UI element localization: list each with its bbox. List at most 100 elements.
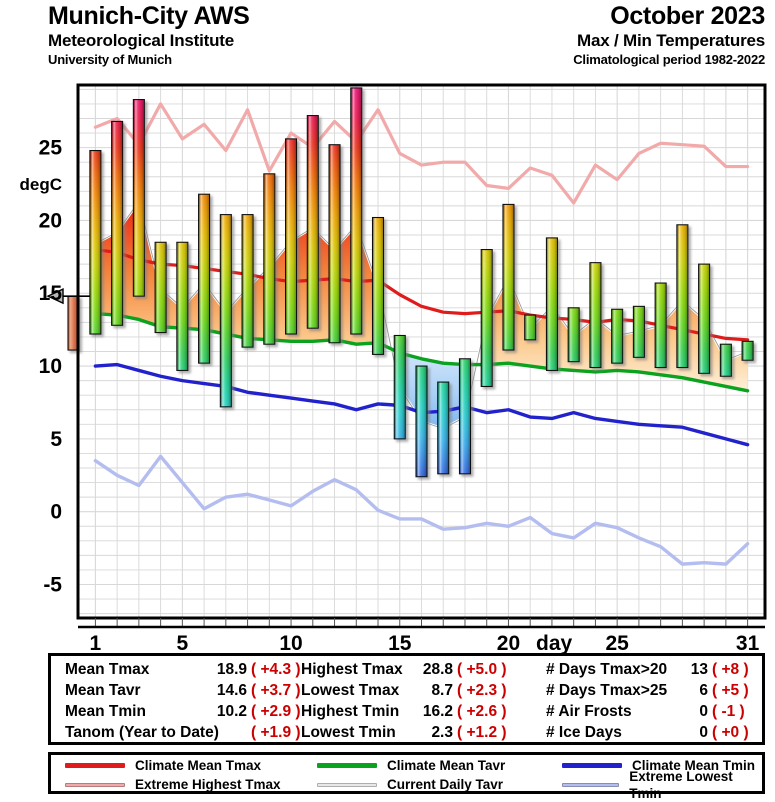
- legend-item-extreme-lowest-tmin: Extreme Lowest Tmin: [562, 769, 762, 801]
- stats-anomaly: ( -1 ): [712, 703, 745, 720]
- chart-subtitle: Max / Min Temperatures: [576, 31, 765, 50]
- stats-anomaly: ( +2.3 ): [457, 682, 507, 699]
- daily-temperature-bars: [89, 87, 754, 478]
- bar-day-21: [524, 314, 537, 341]
- stats-label: Tanom (Year to Date): [65, 724, 219, 741]
- stats-anomaly: ( +2.6 ): [457, 703, 507, 720]
- stats-value: 6: [699, 682, 708, 699]
- stats-value: 0: [699, 703, 708, 720]
- legend-label: Climate Mean Tmin: [632, 758, 756, 773]
- bar-day-19: [480, 249, 493, 388]
- bar-day-4: [154, 241, 167, 334]
- stats-label: # Ice Days: [546, 724, 622, 741]
- bar-day-23: [567, 307, 580, 363]
- stats-anomaly: ( +0 ): [712, 724, 749, 741]
- bar-day-8: [241, 214, 254, 348]
- stats-value: 14.6: [216, 682, 247, 699]
- header-right-block: October 2023 Max / Min Temperatures Clim…: [573, 2, 765, 68]
- bar-day-9: [263, 173, 276, 345]
- stats-cell-left: Tanom (Year to Date) ( +1.9 ): [51, 722, 301, 743]
- bar-day-12: [328, 144, 341, 344]
- stats-cell-middle: Lowest Tmax 8.7( +2.3 ): [301, 680, 546, 701]
- stats-cell-right: # Air Frosts 0( -1 ): [546, 701, 761, 722]
- stats-anomaly: ( +2.9 ): [251, 703, 301, 720]
- legend-item-current-daily-tavr: Current Daily Tavr: [317, 776, 562, 793]
- stats-label: Lowest Tmin: [301, 724, 396, 741]
- stats-value: 13: [690, 661, 708, 678]
- stats-anomaly: ( +5.0 ): [457, 661, 507, 678]
- period-title: October 2023: [610, 2, 765, 30]
- stats-row: Mean Tmax 18.9( +4.3 ) Highest Tmax 28.8( +…: [51, 659, 762, 680]
- bar-day-15: [393, 334, 406, 440]
- legend-label: Current Daily Tavr: [387, 777, 504, 792]
- tanom-arrow-marker: [46, 288, 64, 305]
- bar-day-3: [132, 99, 145, 297]
- extreme-lowest-tmin-line: [93, 454, 750, 566]
- stats-cell-middle: Highest Tmax 28.8( +5.0 ): [301, 659, 546, 680]
- stats-cell-middle: Lowest Tmin 2.3( +1.2 ): [301, 722, 546, 743]
- stats-label: Highest Tmin: [301, 703, 400, 720]
- extreme-highest-tmax-line: [93, 102, 750, 205]
- stats-cell-middle: Highest Tmin 16.2( +2.6 ): [301, 701, 546, 722]
- stats-value: 28.8: [422, 661, 453, 678]
- legend-label: Extreme Highest Tmax: [135, 777, 281, 792]
- bar-day-1: [89, 149, 102, 335]
- stats-value: 18.9: [216, 661, 247, 678]
- institute-name: Meteorological Institute: [48, 31, 234, 50]
- stats-anomaly: ( +3.7 ): [251, 682, 301, 699]
- bar-day-27: [654, 282, 667, 369]
- x-tick-20: 20: [497, 632, 520, 655]
- stats-anomaly: ( +1.2 ): [457, 724, 507, 741]
- legend-label: Climate Mean Tavr: [387, 758, 506, 773]
- stats-label: Mean Tmax: [65, 661, 150, 678]
- y-tick-15: 15: [39, 282, 63, 305]
- legend-panel: Climate Mean Tmax Climate Mean Tavr Climat…: [48, 752, 765, 801]
- bar-day-16: [415, 365, 428, 478]
- x-axis-label: day: [536, 632, 573, 655]
- station-title: Munich-City AWS: [48, 2, 250, 30]
- stats-label: Highest Tmax: [301, 661, 403, 678]
- y-axis-unit-label: degC: [20, 175, 63, 194]
- stats-cell-left: Mean Tmin 10.2( +2.9 ): [51, 701, 301, 722]
- bar-day-29: [698, 263, 711, 374]
- bar-day-14: [371, 216, 385, 355]
- stats-anomaly: ( +1.9 ): [251, 724, 301, 741]
- legend-item-climate-mean-tmax: Climate Mean Tmax: [51, 757, 317, 774]
- bar-day-10: [285, 138, 298, 335]
- bar-day-6: [198, 193, 211, 364]
- legend-row: Extreme Highest Tmax Current Daily Tavr Ex…: [51, 769, 762, 801]
- stats-label: Lowest Tmax: [301, 682, 400, 699]
- bar-day-18: [458, 358, 472, 475]
- bar-day-11: [306, 115, 319, 329]
- legend-item-climate-mean-tmin: Climate Mean Tmin: [562, 757, 762, 774]
- legend-color-swatch: [65, 763, 125, 768]
- bar-day-13: [350, 87, 363, 335]
- stats-label: # Days Tmax>25: [546, 682, 668, 699]
- x-tick-31: 31: [736, 632, 760, 655]
- bar-day-7: [219, 214, 232, 408]
- legend-row: Climate Mean Tmax Climate Mean Tavr Climat…: [51, 757, 762, 774]
- bar-day-28: [676, 224, 689, 369]
- warm-anomaly-band: [95, 201, 748, 391]
- stats-cell-right: # Days Tmax>25 6( +5 ): [546, 680, 761, 701]
- stats-value: 16.2: [422, 703, 453, 720]
- legend-color-swatch: [317, 763, 377, 768]
- legend-color-swatch: [562, 763, 622, 768]
- legend-color-swatch: [562, 782, 620, 787]
- stats-row: Tanom (Year to Date) ( +1.9 ) Lowest Tmin 2…: [51, 722, 762, 743]
- y-tick-10: 10: [39, 355, 62, 378]
- bar-day-24: [589, 262, 602, 369]
- statistics-panel: Mean Tmax 18.9( +4.3 ) Highest Tmax 28.8( +…: [48, 653, 765, 745]
- y-tick--5: -5: [43, 574, 62, 597]
- y-tick-25: 25: [39, 137, 63, 160]
- stats-value: 8.7: [431, 682, 453, 699]
- bar-day-5: [176, 241, 189, 371]
- stats-row: Mean Tavr 14.6( +3.7 ) Lowest Tmax 8.7( +2.…: [51, 680, 762, 701]
- bar-day-31: [741, 340, 754, 361]
- y-axis-labels: 25 20 15 10 5 0 -5: [39, 137, 63, 597]
- y-tick-5: 5: [50, 428, 62, 451]
- x-tick-1: 1: [90, 632, 102, 655]
